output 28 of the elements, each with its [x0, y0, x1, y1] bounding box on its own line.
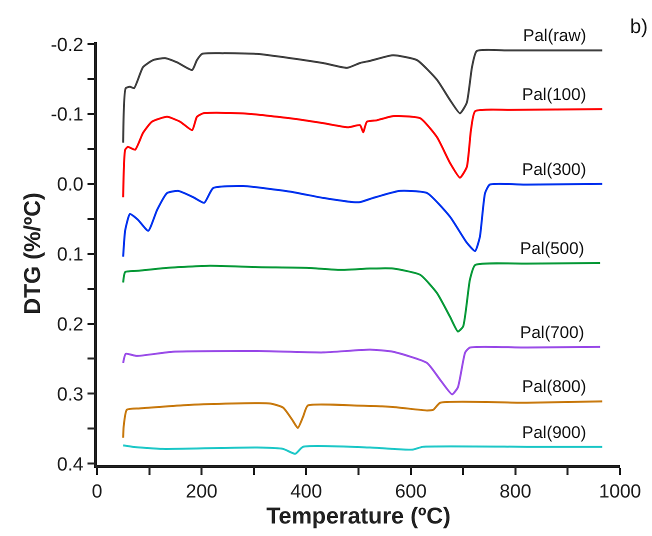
y-tick-label: 0.1: [57, 244, 84, 266]
x-axis-title: Temperature (ºC): [266, 502, 451, 529]
x-tick-label: 800: [500, 482, 532, 503]
y-tick-label: 0.0: [57, 174, 84, 196]
series-label: Pal(100): [522, 85, 586, 104]
x-tick-label: 0: [92, 482, 102, 503]
y-tick-label: -0.2: [50, 34, 84, 56]
text: b): [630, 16, 648, 38]
y-tick-label: 0.4: [57, 454, 84, 476]
y-tick-label: 0.3: [57, 384, 84, 406]
y-axis-title: DTG (%/ºC): [19, 192, 46, 315]
y-tick-label: 0.2: [57, 314, 84, 336]
line-series: [122, 346, 602, 396]
x-tick-label: 1000: [598, 482, 642, 503]
line-series: [122, 182, 604, 258]
series-label: Pal(300): [522, 160, 586, 179]
series-label: Pal(500): [520, 239, 584, 258]
x-tick-label: 600: [394, 482, 427, 503]
x-tick-label: 400: [290, 482, 322, 503]
line-series: [122, 444, 604, 455]
line-series: [122, 48, 604, 144]
series-label: Pal(800): [522, 377, 586, 396]
series-label: Pal(raw): [523, 26, 586, 45]
y-tick-label: -0.1: [50, 104, 84, 126]
series-label: Pal(900): [522, 423, 586, 442]
line-series: [122, 108, 604, 198]
series-label: Pal(700): [520, 323, 584, 342]
x-tick-label: 200: [186, 482, 218, 503]
